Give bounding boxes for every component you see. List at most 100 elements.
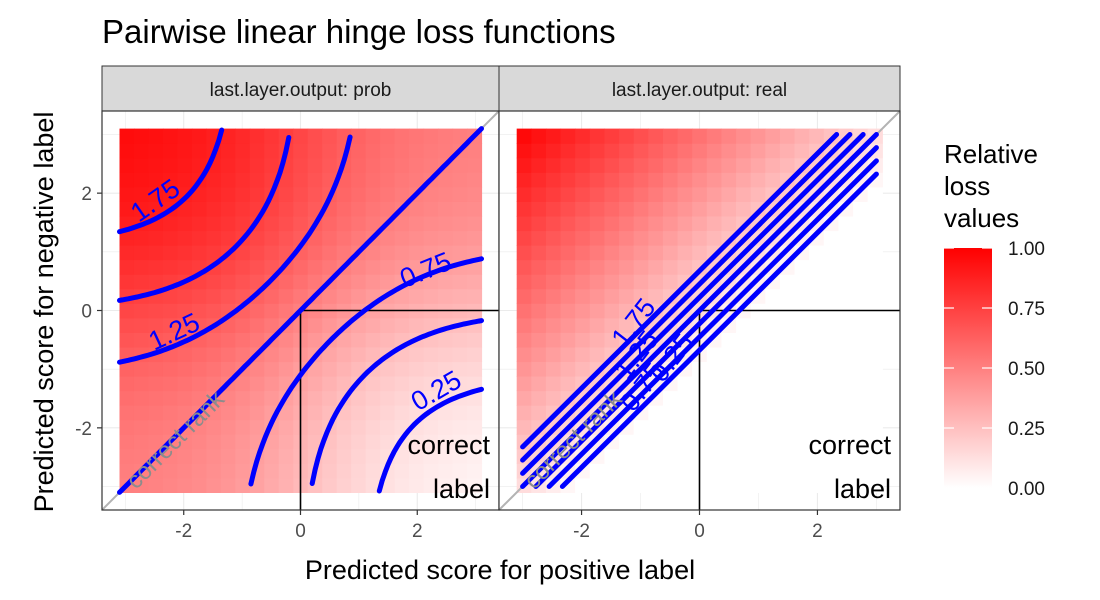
heat-tile — [220, 230, 236, 246]
heat-tile — [633, 303, 649, 319]
heat-tile — [177, 463, 193, 479]
heat-tile — [423, 434, 439, 450]
heat-tile — [409, 288, 425, 304]
heat-tile — [467, 448, 483, 464]
heat-tile — [867, 259, 883, 275]
heat-tile — [589, 332, 606, 348]
heat-tile — [249, 186, 265, 202]
heat-tile — [516, 157, 532, 173]
heat-tile — [220, 157, 236, 173]
heat-tile — [779, 477, 796, 493]
heat-tile — [133, 405, 150, 421]
heat-tile — [162, 375, 179, 392]
heat-tile — [589, 288, 606, 304]
heat-tile — [220, 448, 236, 464]
heat-tile — [853, 230, 869, 246]
heat-tile — [619, 215, 635, 232]
heat-tile — [531, 230, 547, 246]
heat-tile — [765, 346, 781, 363]
heat-tile — [531, 215, 547, 232]
heat-tile — [322, 463, 338, 479]
heat-tile — [191, 390, 207, 406]
heat-tile — [191, 375, 207, 392]
heat-tile — [516, 419, 532, 435]
heat-tile — [162, 172, 179, 188]
heat-tile — [867, 361, 883, 377]
heat-tile — [235, 463, 251, 479]
heat-tile — [721, 477, 737, 493]
heat-tile — [365, 448, 381, 464]
heat-tile — [794, 332, 810, 348]
heat-tile — [322, 128, 338, 144]
heat-tile — [249, 157, 265, 173]
heat-tile — [838, 448, 854, 464]
heat-tile — [779, 128, 796, 144]
heat-tile — [794, 448, 810, 464]
heat-tile — [516, 390, 532, 406]
heat-tile — [438, 361, 454, 377]
heat-tile — [516, 303, 532, 319]
heat-tile — [220, 477, 236, 493]
heat-tile — [648, 143, 664, 159]
heat-tile — [322, 477, 338, 493]
heat-tile — [235, 346, 251, 363]
heat-tile — [619, 230, 635, 246]
heat-tile — [750, 434, 766, 450]
heat-tile — [336, 346, 352, 363]
heat-tile — [380, 259, 396, 275]
heat-tile — [235, 201, 251, 217]
correct-label-text-2: label — [834, 474, 891, 504]
heat-tile — [336, 215, 352, 232]
heat-tile — [838, 463, 854, 479]
heat-tile — [838, 332, 854, 348]
heat-tile — [365, 201, 381, 217]
heat-tile — [589, 317, 606, 333]
heat-tile — [531, 259, 547, 275]
heat-tile — [119, 332, 135, 348]
heat-tile — [278, 201, 294, 217]
heat-tile — [648, 186, 664, 202]
heat-tile — [365, 172, 381, 188]
heat-tile — [336, 230, 352, 246]
heat-tile — [750, 157, 766, 173]
heat-tile — [560, 259, 576, 275]
heat-tile — [531, 361, 547, 377]
heat-tile — [235, 143, 251, 159]
heat-tile — [677, 448, 693, 464]
heat-tile — [119, 390, 135, 406]
heat-tile — [750, 390, 766, 406]
heat-tile — [619, 463, 635, 479]
contour-line — [520, 131, 840, 450]
heat-tile — [648, 157, 664, 173]
heat-tile — [516, 332, 532, 348]
heat-tile — [589, 259, 606, 275]
contour-line — [533, 145, 879, 490]
heat-tile — [545, 346, 562, 363]
heat-tile — [853, 201, 869, 217]
heat-tile — [853, 477, 869, 493]
heat-tile — [589, 157, 606, 173]
heat-tile — [365, 390, 381, 406]
heat-tile — [307, 419, 323, 435]
heat-tile — [365, 274, 381, 290]
heat-tile — [721, 375, 737, 392]
heat-tile — [467, 143, 483, 159]
heat-tile — [452, 477, 468, 493]
heat-tile — [177, 157, 193, 173]
heat-tile — [560, 303, 576, 319]
contour-line — [546, 158, 879, 490]
heat-tile — [853, 245, 869, 261]
heat-tile — [438, 201, 454, 217]
heat-tile — [823, 434, 840, 450]
heat-tile — [823, 419, 840, 435]
heat-tile — [409, 346, 425, 363]
heat-tile — [838, 288, 854, 304]
heat-tile — [423, 317, 439, 333]
heat-tile — [365, 317, 381, 333]
heat-tile — [278, 405, 294, 421]
heat-tile — [823, 463, 840, 479]
heat-tile — [307, 332, 323, 348]
heat-tile — [423, 274, 439, 290]
heat-tile — [560, 172, 576, 188]
heat-tile — [351, 143, 367, 159]
